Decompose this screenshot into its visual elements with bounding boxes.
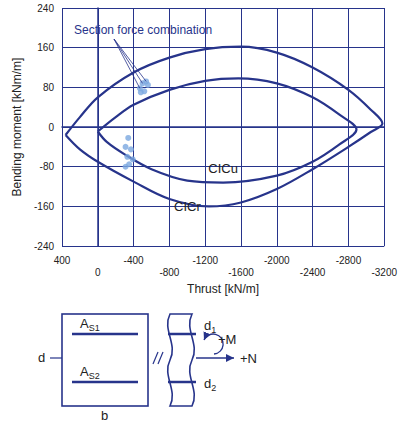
svg-text:400: 400 (54, 255, 71, 266)
svg-text:CICr: CICr (174, 199, 201, 214)
svg-text:0: 0 (95, 267, 101, 278)
svg-text:-240: -240 (34, 241, 54, 252)
svg-text:AS2: AS2 (80, 364, 100, 381)
svg-text:-400: -400 (124, 255, 144, 266)
svg-text:-2400: -2400 (300, 267, 326, 278)
svg-text:160: 160 (37, 42, 54, 53)
svg-text:-160: -160 (34, 201, 54, 212)
svg-text:-2000: -2000 (264, 255, 290, 266)
svg-text:-1600: -1600 (228, 267, 254, 278)
svg-text:-2800: -2800 (336, 255, 362, 266)
svg-text:80: 80 (43, 82, 55, 93)
svg-text:-1200: -1200 (192, 255, 218, 266)
svg-text:Section force combination: Section force combination (74, 23, 212, 37)
svg-text:Bending moment [kNm/m]: Bending moment [kNm/m] (10, 58, 24, 197)
svg-text:d2: d2 (204, 376, 216, 393)
svg-text:0: 0 (48, 122, 54, 133)
svg-text:-800: -800 (159, 267, 179, 278)
svg-text:-80: -80 (40, 161, 55, 172)
svg-text:+M: +M (218, 332, 236, 347)
svg-text:d1: d1 (204, 318, 216, 335)
svg-text:AS1: AS1 (80, 316, 100, 333)
svg-text:+N: +N (240, 351, 257, 366)
svg-text:-3200: -3200 (371, 267, 397, 278)
svg-text:240: 240 (37, 3, 54, 14)
svg-text:CICu: CICu (208, 161, 238, 176)
svg-text:Thrust [kN/m]: Thrust [kN/m] (187, 282, 259, 296)
svg-text:d: d (38, 350, 45, 365)
svg-text:b: b (101, 408, 108, 422)
